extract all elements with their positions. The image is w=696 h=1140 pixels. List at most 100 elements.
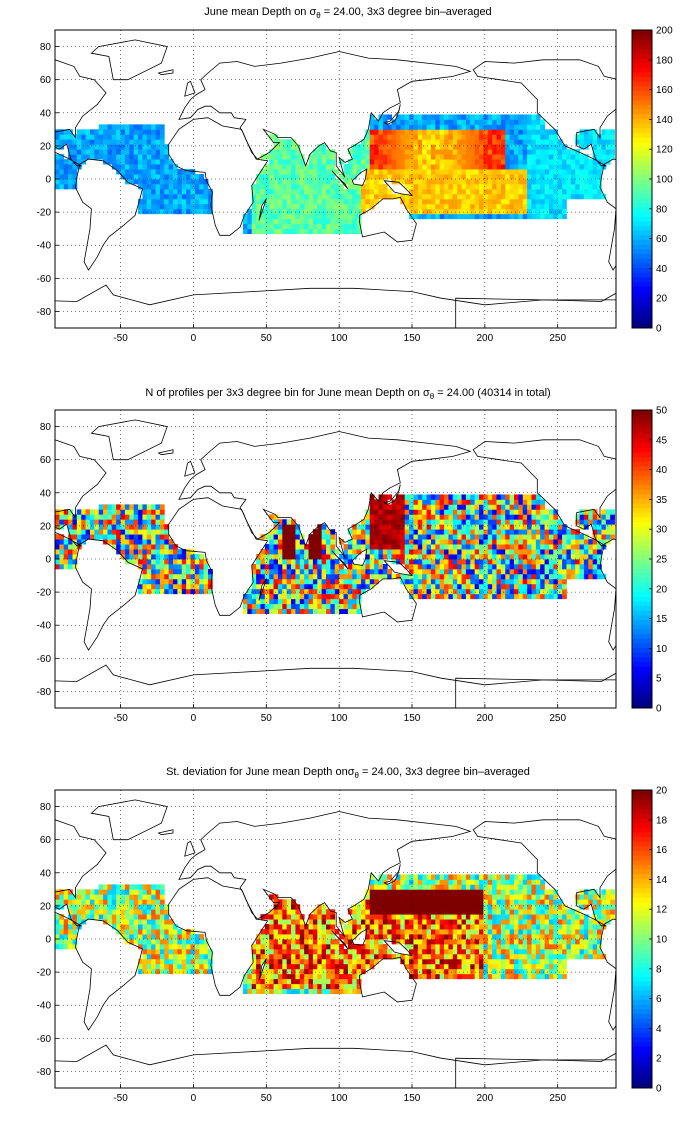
heat-cell: [190, 953, 196, 960]
heat-cell: [387, 874, 392, 880]
colorbar-step: [632, 526, 652, 532]
colorbar-step: [632, 202, 652, 208]
heat-cell: [518, 568, 524, 575]
heat-cell: [505, 134, 511, 140]
heat-cell: [76, 524, 82, 530]
heat-cell: [142, 919, 148, 925]
heat-cell: [395, 193, 401, 200]
heat-cell: [55, 534, 60, 540]
heat-cell: [361, 968, 366, 975]
heat-cell: [347, 228, 353, 235]
heat-cell: [295, 583, 301, 590]
heat-cell: [387, 889, 392, 895]
heat-cell: [509, 519, 515, 525]
heat-cell: [203, 203, 209, 210]
heat-cell: [326, 529, 331, 535]
heat-cell: [164, 588, 170, 595]
heat-cell: [417, 578, 423, 585]
heat-cell: [387, 124, 392, 130]
heat-cell: [448, 198, 454, 205]
heat-cell: [404, 943, 410, 950]
heat-cell: [588, 159, 594, 165]
heat-cell: [391, 884, 397, 890]
heat-cell: [496, 203, 502, 210]
heat-cell: [286, 228, 292, 235]
colorbar-step: [632, 304, 652, 310]
heat-cell: [492, 208, 497, 215]
heat-cell: [535, 593, 541, 600]
heat-cell: [583, 509, 589, 515]
heat-cell: [334, 973, 340, 980]
heat-cell: [514, 554, 519, 560]
heat-cell: [120, 519, 126, 525]
heat-cell: [98, 529, 104, 535]
heat-cell: [409, 159, 414, 165]
heat-cell: [531, 203, 537, 210]
heat-cell: [395, 519, 401, 525]
heat-cell: [352, 174, 358, 180]
heat-cell: [439, 164, 445, 170]
heat-cell: [496, 179, 502, 185]
heat-cell: [247, 223, 253, 230]
heat-cell: [129, 559, 135, 565]
heat-cell: [444, 549, 449, 555]
heat-cell: [282, 583, 288, 590]
heat-cell: [194, 943, 200, 950]
colorbar-tick-label: 25: [656, 555, 668, 566]
heat-cell: [465, 154, 471, 160]
heat-cell: [129, 164, 135, 170]
heat-cell: [55, 894, 60, 900]
heat-cell: [439, 504, 445, 510]
heat-cell: [103, 904, 108, 910]
heat-cell: [159, 124, 165, 130]
heat-cell: [116, 134, 121, 140]
heat-cell: [413, 159, 419, 165]
heat-cell: [457, 578, 462, 585]
heat-cell: [343, 948, 349, 955]
heat-cell: [492, 519, 497, 525]
heat-cell: [452, 573, 458, 580]
heat-cell: [413, 593, 419, 600]
x-tick-label: 50: [261, 333, 273, 344]
heat-cell: [404, 524, 410, 530]
heat-cell: [269, 529, 274, 535]
heat-cell: [321, 159, 327, 165]
heat-cell: [168, 958, 174, 965]
heat-cell: [94, 909, 100, 915]
heat-cell: [343, 988, 349, 995]
heat-cell: [321, 929, 327, 935]
heat-cell: [535, 519, 541, 525]
y-tick-label: 40: [40, 108, 52, 119]
heat-cell: [277, 519, 283, 525]
heat-cell: [461, 504, 467, 510]
heat-cell: [295, 943, 301, 950]
heat-cell: [151, 889, 156, 895]
heat-cell: [492, 514, 497, 520]
colorbar-step: [632, 192, 652, 199]
heat-cell: [570, 188, 576, 195]
heat-cell: [203, 563, 209, 570]
heat-cell: [326, 174, 331, 180]
heat-cell: [527, 578, 532, 585]
heat-cell: [146, 939, 152, 945]
heat-cell: [190, 559, 196, 565]
heat-cell: [374, 134, 379, 140]
heat-cell: [330, 559, 336, 565]
heat-cell: [457, 144, 462, 150]
heat-cell: [164, 208, 170, 215]
heat-cell: [413, 909, 419, 915]
heat-cell: [269, 909, 274, 915]
heat-cell: [479, 539, 484, 545]
heat-cell: [146, 559, 152, 565]
heat-cell: [330, 223, 336, 230]
heat-cell: [426, 179, 432, 185]
heat-cell: [286, 559, 292, 565]
heat-cell: [479, 519, 484, 525]
heat-cell: [465, 568, 471, 575]
heat-cell: [531, 213, 537, 220]
heat-cell: [575, 519, 580, 525]
heat-cell: [470, 593, 476, 600]
heat-cell: [448, 129, 454, 135]
heat-cell: [583, 563, 589, 570]
heat-cell: [391, 914, 397, 920]
